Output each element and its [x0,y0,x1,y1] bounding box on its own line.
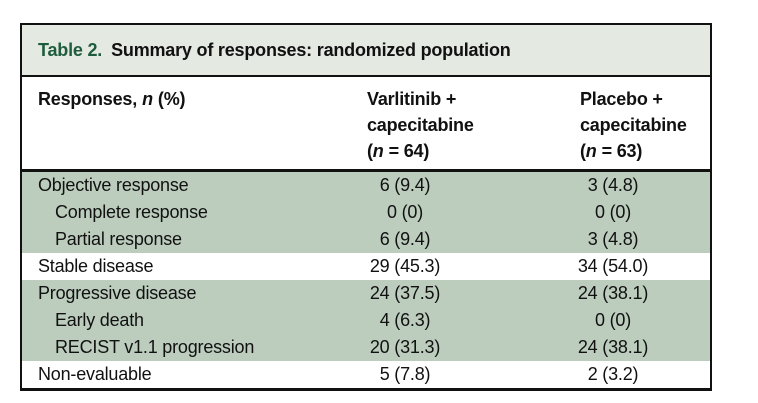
row-label: Stable disease [38,256,154,276]
table-row: Complete response 0 (0) 0 (0) [22,199,710,226]
row-label: Early death [22,307,320,334]
column-header-placebo: Placebo + capecitabine (n = 63) [520,77,710,172]
table-number-label: Table 2. [38,40,103,60]
row-label: Non-evaluable [38,364,152,384]
table-row: Non-evaluable 5 (7.8) 2 (3.2) [22,361,710,388]
cell-varlitinib: 20 (31.3) [320,334,520,361]
table-row: Stable disease 29 (45.3) 34 (54.0) [22,253,710,280]
cell-placebo: 0 (0) [520,307,710,334]
column-header-responses: Responses, n (%) [22,77,320,172]
table-row: Objective response 6 (9.4) 3 (4.8) [22,170,710,199]
table-card: Table 2. Summary of responses: randomized… [20,23,712,391]
header-row: Responses, n (%) Varlitinib + capecitabine… [22,77,710,172]
cell-placebo: 34 (54.0) [577,256,649,276]
row-label: Objective response [22,170,320,199]
cell-placebo: 24 (38.1) [520,334,710,361]
row-label: Complete response [22,199,320,226]
cell-placebo: 0 (0) [520,199,710,226]
row-label: Progressive disease [22,280,320,307]
table-title-text: Summary of responses: randomized populat… [111,40,511,60]
table-row: Partial response 6 (9.4) 3 (4.8) [22,226,710,253]
row-label: Partial response [22,226,320,253]
cell-varlitinib: 6 (9.4) [320,170,520,199]
cell-placebo: 3 (4.8) [520,170,710,199]
cell-varlitinib: 5 (7.8) [379,364,431,384]
responses-table: Responses, n (%) Varlitinib + capecitabine… [22,77,710,388]
table-title-bar: Table 2. Summary of responses: randomized… [20,23,712,77]
cell-varlitinib: 4 (6.3) [320,307,520,334]
row-label: RECIST v1.1 progression [22,334,320,361]
table-row: Early death 4 (6.3) 0 (0) [22,307,710,334]
cell-varlitinib: 6 (9.4) [320,226,520,253]
cell-placebo: 2 (3.2) [587,364,639,384]
table-row: Progressive disease 24 (37.5) 24 (38.1) [22,280,710,307]
column-header-varlitinib: Varlitinib + capecitabine (n = 64) [320,77,520,172]
cell-varlitinib: 0 (0) [320,199,520,226]
cell-varlitinib: 24 (37.5) [320,280,520,307]
cell-varlitinib: 29 (45.3) [369,256,441,276]
cell-placebo: 3 (4.8) [520,226,710,253]
table-grid: Responses, n (%) Varlitinib + capecitabine… [20,77,712,391]
cell-placebo: 24 (38.1) [520,280,710,307]
table-row: RECIST v1.1 progression 20 (31.3) 24 (38… [22,334,710,361]
